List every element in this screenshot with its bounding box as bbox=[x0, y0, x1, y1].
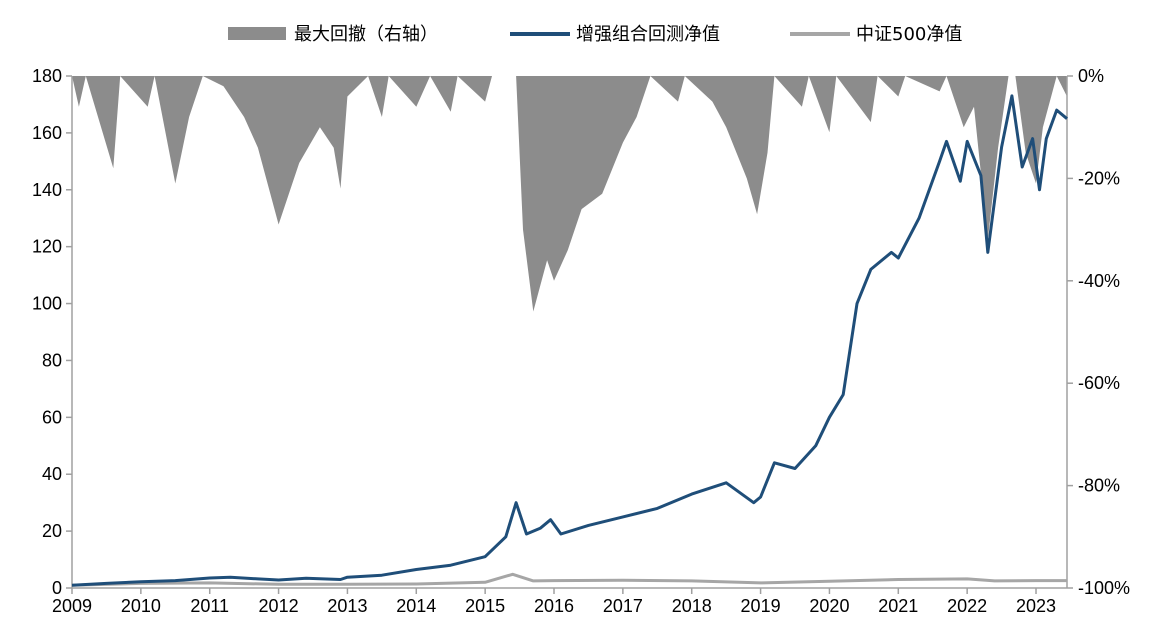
series-drawdown-area bbox=[72, 76, 1067, 312]
drawdown-area-layer bbox=[72, 76, 1067, 312]
series-csi500-line bbox=[71, 572, 1067, 587]
right-y-tick-label: -40% bbox=[1078, 271, 1120, 291]
left-y-tick-label: 20 bbox=[42, 521, 62, 541]
legend: 最大回撤（右轴） 增强组合回测净值 中证500净值 bbox=[228, 24, 962, 45]
legend-label-drawdown: 最大回撤（右轴） bbox=[294, 24, 438, 45]
left-y-tick-label: 120 bbox=[32, 237, 62, 257]
right-y-tick-label: -60% bbox=[1078, 373, 1120, 393]
x-tick-label: 2012 bbox=[259, 596, 299, 616]
left-y-tick-label: 80 bbox=[42, 350, 62, 370]
x-tick-label: 2016 bbox=[534, 596, 574, 616]
left-y-tick-label: 40 bbox=[42, 464, 62, 484]
x-tick-label: 2021 bbox=[878, 596, 918, 616]
legend-swatch-drawdown bbox=[228, 27, 286, 40]
x-tick-label: 2018 bbox=[672, 596, 712, 616]
left-y-tick-label: 160 bbox=[32, 123, 62, 143]
series-lines-layer bbox=[71, 94, 1068, 587]
x-tick-label: 2020 bbox=[809, 596, 849, 616]
x-tick-label: 2023 bbox=[1016, 596, 1056, 616]
x-tick-label: 2011 bbox=[190, 596, 229, 616]
left-y-tick-label: 100 bbox=[32, 294, 62, 314]
left-y-tick-label: 180 bbox=[32, 66, 62, 86]
x-tick-label: 2009 bbox=[52, 596, 92, 616]
left-y-tick-label: 0 bbox=[52, 578, 62, 598]
axes-layer bbox=[66, 75, 1073, 594]
x-tick-label: 2015 bbox=[465, 596, 505, 616]
right-y-tick-label: -100% bbox=[1078, 578, 1130, 598]
series-portfolio-line bbox=[71, 94, 1068, 587]
x-tick-label: 2022 bbox=[947, 596, 987, 616]
right-y-tick-label: -20% bbox=[1078, 168, 1120, 188]
legend-label-portfolio: 增强组合回测净值 bbox=[576, 24, 720, 45]
left-y-tick-label: 140 bbox=[32, 180, 62, 200]
legend-label-csi500: 中证500净值 bbox=[856, 24, 962, 45]
x-tick-label: 2014 bbox=[396, 596, 436, 616]
tick-labels-layer: 0 20 40 60 80 100 120 140 160 180 0% -20% -40% -60% -8… bbox=[32, 66, 1130, 616]
left-y-tick-label: 60 bbox=[42, 407, 62, 427]
x-tick-label: 2017 bbox=[603, 596, 643, 616]
x-tick-label: 2019 bbox=[741, 596, 781, 616]
x-tick-label: 2013 bbox=[327, 596, 367, 616]
x-tick-label: 2010 bbox=[121, 596, 161, 616]
right-y-tick-label: -80% bbox=[1078, 476, 1120, 496]
right-y-tick-label: 0% bbox=[1078, 66, 1104, 86]
